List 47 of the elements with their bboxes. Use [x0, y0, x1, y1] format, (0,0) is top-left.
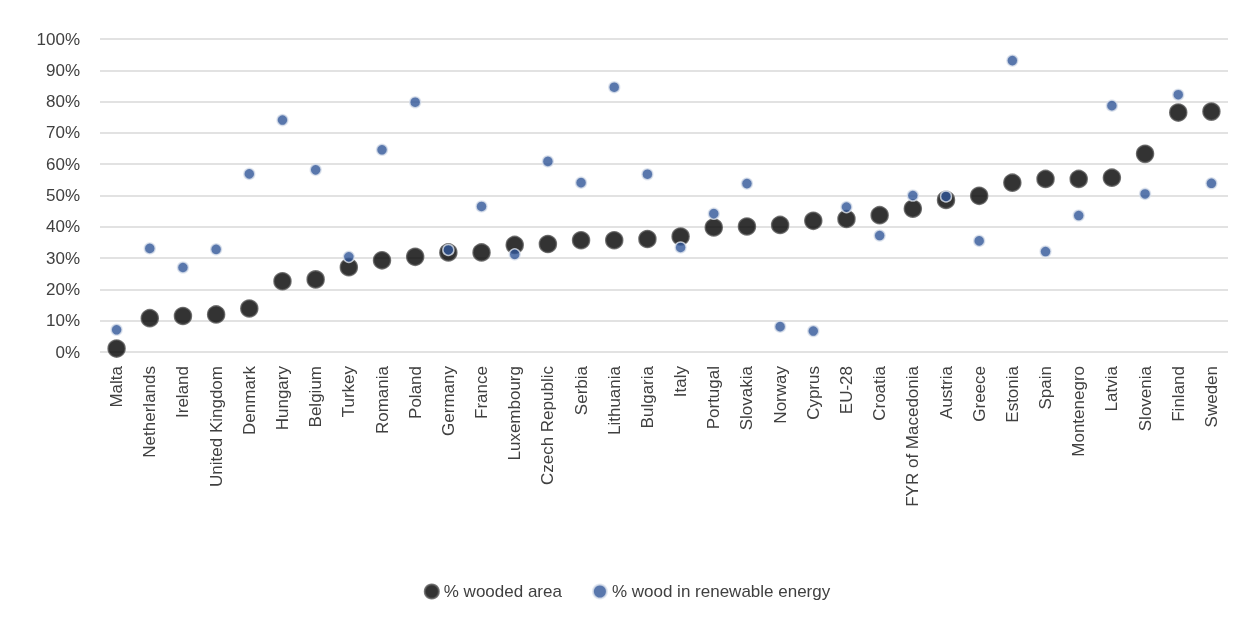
- x-tick-label: Norway: [770, 365, 790, 424]
- x-tick-label: Montenegro: [1069, 366, 1089, 457]
- x-tick-label: Romania: [372, 365, 392, 435]
- y-tick-label: 100%: [36, 29, 80, 49]
- x-tick-label: Hungary: [272, 365, 292, 431]
- x-tick-label: Malta: [107, 365, 127, 408]
- x-tick-label: Lithuania: [604, 365, 624, 436]
- x-tick-label: Bulgaria: [637, 365, 657, 429]
- x-tick-label: Portugal: [704, 366, 724, 430]
- y-tick-label: 70%: [45, 123, 80, 143]
- y-tick-label: 80%: [45, 92, 80, 112]
- y-tick-label: 90%: [45, 60, 80, 80]
- x-tick-label: Slovakia: [737, 365, 757, 431]
- x-tick-label: Germany: [438, 365, 458, 436]
- x-tick-label: Czech Republic: [538, 365, 558, 486]
- legend-label: % wooded area: [443, 582, 563, 601]
- x-tick-label: Latvia: [1102, 365, 1122, 412]
- x-tick-label: Serbia: [571, 365, 591, 416]
- x-tick-label: Italy: [671, 365, 691, 398]
- x-tick-label: Spain: [1036, 366, 1056, 410]
- y-tick-label: 60%: [45, 154, 80, 174]
- x-tick-label: France: [472, 366, 492, 419]
- x-tick-label: Netherlands: [140, 366, 160, 458]
- y-tick-label: 0%: [55, 342, 80, 362]
- y-tick-label: 20%: [45, 279, 80, 299]
- x-tick-label: Croatia: [870, 365, 890, 421]
- y-tick-label: 40%: [45, 217, 80, 237]
- x-tick-label: United Kingdom: [206, 366, 226, 487]
- x-tick-label: Belgium: [306, 366, 326, 428]
- x-tick-label: Poland: [405, 366, 425, 419]
- y-tick-label: 10%: [45, 311, 80, 331]
- x-tick-label: FYR of Macedonia: [903, 365, 923, 507]
- x-tick-label: Austria: [936, 365, 956, 419]
- x-tick-label: Greece: [969, 366, 989, 422]
- x-tick-label: Ireland: [173, 366, 193, 418]
- x-tick-label: Luxembourg: [505, 366, 525, 461]
- x-tick-label: Estonia: [1002, 365, 1022, 423]
- x-tick-label: Sweden: [1201, 366, 1221, 428]
- x-tick-label: Turkey: [339, 365, 359, 418]
- x-tick-label: Cyprus: [803, 366, 823, 420]
- legend-label: % wood in renewable energy: [611, 582, 831, 601]
- y-tick-label: 30%: [45, 248, 80, 268]
- x-tick-label: EU-28: [836, 366, 856, 415]
- x-tick-label: Finland: [1168, 366, 1188, 422]
- x-tick-label: Slovenia: [1135, 365, 1155, 432]
- x-tick-label: Denmark: [239, 365, 259, 435]
- y-tick-label: 50%: [45, 186, 80, 205]
